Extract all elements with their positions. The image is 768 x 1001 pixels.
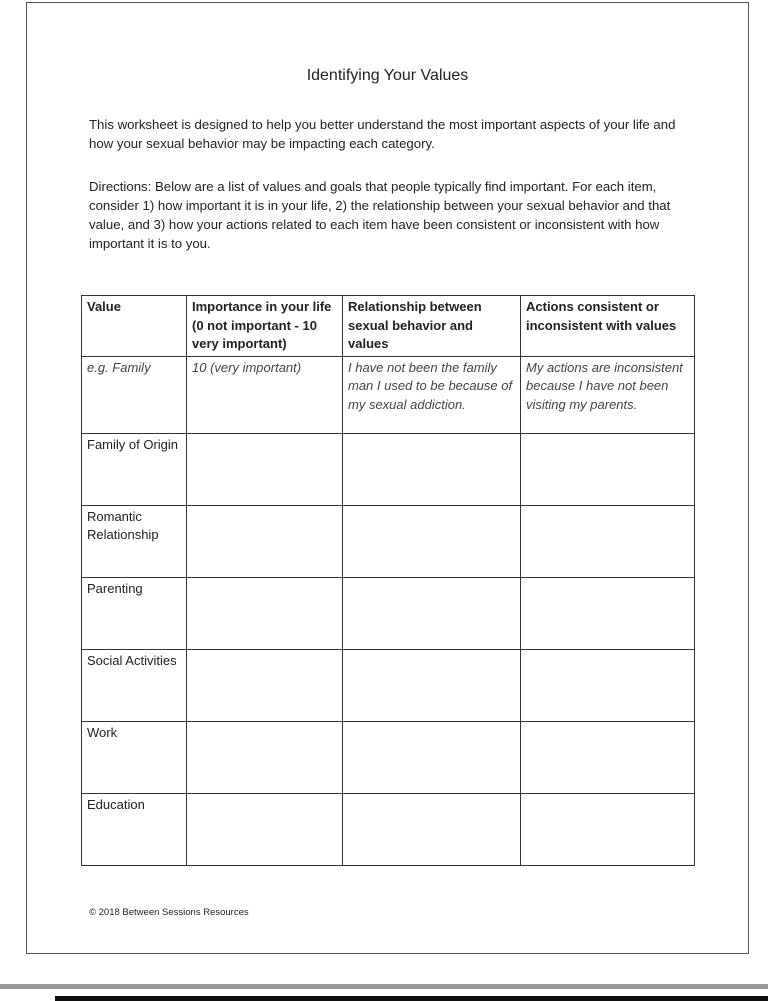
row-label: Family of Origin	[81, 432, 187, 506]
importance-cell[interactable]	[186, 720, 343, 794]
table-row: Education	[81, 792, 695, 866]
importance-cell[interactable]	[186, 792, 343, 866]
actions-cell[interactable]	[520, 720, 695, 794]
relationship-cell[interactable]	[342, 792, 521, 866]
example-value: e.g. Family	[81, 355, 187, 434]
example-row: e.g. Family 10 (very important) I have n…	[81, 355, 695, 434]
values-table: Value Importance in your life (0 not imp…	[81, 295, 695, 866]
table-row: Social Activities	[81, 648, 695, 722]
row-label: Romantic Relationship	[81, 504, 187, 578]
worksheet-page: Identifying Your Values This worksheet i…	[26, 2, 749, 954]
actions-cell[interactable]	[520, 648, 695, 722]
example-importance: 10 (very important)	[186, 355, 343, 434]
row-label: Social Activities	[81, 648, 187, 722]
relationship-cell[interactable]	[342, 504, 521, 578]
relationship-cell[interactable]	[342, 648, 521, 722]
importance-cell[interactable]	[186, 576, 343, 650]
importance-cell[interactable]	[186, 432, 343, 506]
table-row: Romantic Relationship	[81, 504, 695, 578]
header-actions: Actions consistent or inconsistent with …	[520, 295, 695, 357]
actions-cell[interactable]	[520, 432, 695, 506]
row-label: Work	[81, 720, 187, 794]
table-row: Parenting	[81, 576, 695, 650]
row-label: Education	[81, 792, 187, 866]
table-row: Family of Origin	[81, 432, 695, 506]
actions-cell[interactable]	[520, 576, 695, 650]
example-relationship: I have not been the family man I used to…	[342, 355, 521, 434]
importance-cell[interactable]	[186, 648, 343, 722]
copyright-footer: © 2018 Between Sessions Resources	[89, 907, 249, 918]
page-separator	[0, 984, 768, 989]
row-label: Parenting	[81, 576, 187, 650]
bottom-toolbar	[55, 996, 768, 1001]
intro-text: This worksheet is designed to help you b…	[89, 117, 676, 151]
actions-cell[interactable]	[520, 792, 695, 866]
relationship-cell[interactable]	[342, 432, 521, 506]
relationship-cell[interactable]	[342, 720, 521, 794]
page-title: Identifying Your Values	[306, 67, 469, 84]
table-row: Work	[81, 720, 695, 794]
directions-text: Directions: Below are a list of values a…	[89, 179, 671, 251]
table-header: Value Importance in your life (0 not imp…	[81, 295, 695, 357]
relationship-cell[interactable]	[342, 576, 521, 650]
header-relationship: Relationship between sexual behavior and…	[342, 295, 521, 357]
example-actions: My actions are inconsistent because I ha…	[520, 355, 695, 434]
actions-cell[interactable]	[520, 504, 695, 578]
header-importance: Importance in your life (0 not important…	[186, 295, 343, 357]
header-value: Value	[81, 295, 187, 357]
importance-cell[interactable]	[186, 504, 343, 578]
